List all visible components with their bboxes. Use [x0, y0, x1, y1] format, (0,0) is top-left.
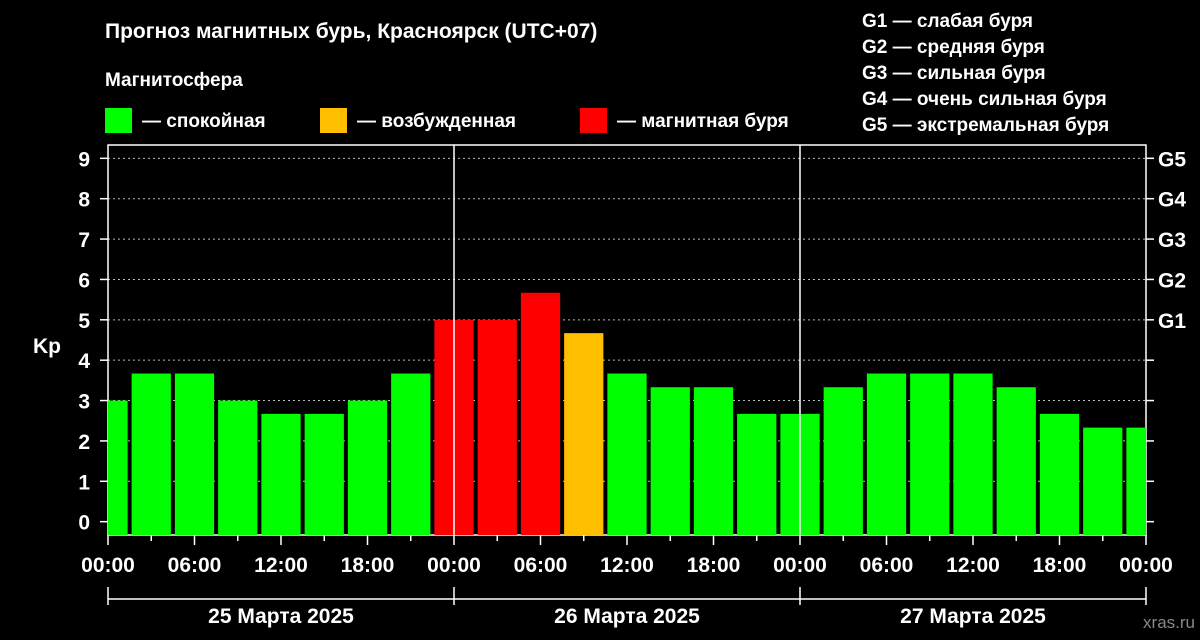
kp-bar	[996, 387, 1036, 535]
g-scale-label: G3	[1158, 229, 1186, 252]
legend-label-2: — возбужденная	[357, 111, 516, 132]
kp-bar	[607, 373, 647, 535]
kp-bar	[131, 373, 171, 535]
kp-bar	[391, 373, 431, 535]
kp-bar	[218, 400, 258, 535]
date-label: 27 Марта 2025	[900, 605, 1046, 628]
legend-label-3: — магнитная буря	[617, 111, 789, 132]
legend-swatch-1	[105, 108, 132, 133]
storm-scale-item: G5 — экстремальная буря	[862, 115, 1109, 136]
kp-bar	[347, 400, 388, 535]
kp-bar	[910, 373, 950, 535]
x-tick-label: 06:00	[860, 554, 914, 577]
legend-title: Магнитосфера	[105, 70, 243, 91]
kp-bar	[108, 400, 128, 535]
y-axis-label: Kp	[33, 335, 61, 358]
storm-scale-item: G3 — сильная буря	[862, 63, 1046, 84]
kp-bar	[1083, 427, 1123, 535]
g-scale-label: G1	[1158, 310, 1186, 333]
kp-bar	[823, 387, 863, 535]
kp-bar	[477, 319, 517, 535]
kp-bar	[953, 373, 993, 535]
watermark: xras.ru	[1143, 613, 1195, 632]
kp-bar	[174, 373, 215, 535]
x-tick-label: 18:00	[687, 554, 741, 577]
x-tick-label: 18:00	[1033, 554, 1087, 577]
y-tick-label: 1	[78, 471, 90, 494]
legend-label-1: — спокойная	[142, 111, 266, 132]
y-tick-label: 4	[78, 350, 90, 373]
x-tick-label: 12:00	[254, 554, 308, 577]
legend-swatch-3	[580, 108, 607, 133]
g-scale-label: G4	[1158, 189, 1186, 212]
x-tick-label: 00:00	[427, 554, 481, 577]
chart-title: Прогноз магнитных бурь, Красноярск (UTC+…	[105, 20, 597, 43]
x-tick-label: 06:00	[168, 554, 222, 577]
y-tick-label: 9	[78, 148, 90, 171]
kp-bar	[564, 333, 604, 535]
date-label: 26 Марта 2025	[554, 605, 700, 628]
y-tick-label: 6	[78, 269, 90, 292]
x-tick-label: 12:00	[946, 554, 1000, 577]
y-tick-label: 5	[78, 310, 90, 333]
x-tick-label: 18:00	[341, 554, 395, 577]
g-scale-label: G2	[1158, 269, 1186, 292]
kp-bar	[737, 413, 777, 535]
kp-bar	[304, 413, 344, 535]
y-tick-label: 8	[78, 189, 90, 212]
kp-bar	[866, 373, 907, 535]
y-tick-label: 0	[78, 512, 90, 535]
x-tick-label: 00:00	[773, 554, 827, 577]
x-tick-label: 00:00	[81, 554, 135, 577]
storm-scale-item: G4 — очень сильная буря	[862, 89, 1107, 110]
storm-scale-item: G2 — средняя буря	[862, 37, 1045, 58]
kp-bar	[1126, 427, 1146, 535]
x-tick-label: 06:00	[514, 554, 568, 577]
legend-swatch-2	[320, 108, 347, 133]
storm-scale-item: G1 — слабая буря	[862, 11, 1033, 32]
y-tick-label: 2	[78, 431, 90, 454]
x-tick-label: 12:00	[600, 554, 654, 577]
date-label: 25 Марта 2025	[208, 605, 354, 628]
kp-bar	[261, 413, 301, 535]
kp-bar	[693, 387, 734, 535]
y-tick-label: 3	[78, 391, 90, 414]
x-tick-label: 00:00	[1119, 554, 1173, 577]
kp-bar	[520, 292, 561, 535]
g-scale-label: G5	[1158, 148, 1186, 171]
y-tick-label: 7	[78, 229, 90, 252]
kp-bar	[650, 387, 690, 535]
kp-bar	[1039, 413, 1080, 535]
